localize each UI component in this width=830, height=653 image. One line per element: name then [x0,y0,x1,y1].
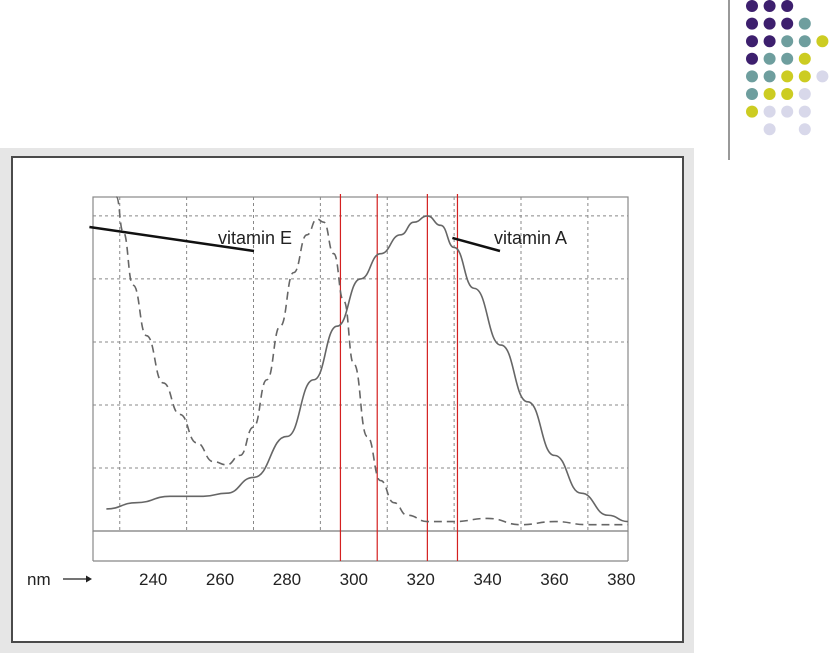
decorative-dot [746,0,758,12]
decorative-dot [763,70,776,83]
decorative-dot [763,35,776,48]
decorative-dot [798,52,811,65]
decorative-dot [781,35,794,48]
decorative-dot [798,17,811,30]
decorative-dot [763,88,776,100]
decorative-dot [746,88,758,100]
chart-frame [0,148,694,653]
x-tick-label: 240 [139,570,167,589]
annotation-leader-line [89,225,255,253]
labels: nm 240 260 280 300 320 340 360 380 vitamin E vita… [27,228,636,589]
grid [92,196,629,562]
decorative-dot [763,0,776,12]
x-tick-label: 280 [273,570,301,589]
decorative-dot [746,105,758,118]
x-tick-label: 340 [473,570,501,589]
decorative-dot [763,123,776,136]
series-lines [106,196,629,526]
decorative-dot [781,105,794,118]
decorative-dot [746,35,758,48]
decorative-dot [763,52,776,65]
decorative-dot [816,70,829,83]
x-tick-label: 320 [407,570,435,589]
vitamin-E-label: vitamin E [218,228,292,248]
annotation-leaders [89,225,501,253]
x-tick-label: 300 [340,570,368,589]
decorative-dot [798,88,811,100]
decorative-dot [798,35,811,48]
decorative-dot [746,70,758,83]
x-tick-label: 380 [607,570,635,589]
x-axis-unit-label: nm [27,570,51,589]
decorative-dot [781,88,794,100]
decorative-dot [763,105,776,118]
decorative-dot [746,52,758,65]
decorative-dot [746,17,758,30]
vitamin-E-curve [115,196,628,526]
arrow-icon [63,575,92,583]
decorative-dot [816,35,829,48]
vitamin-A-label: vitamin A [494,228,567,248]
decorative-dot [763,17,776,30]
x-tick-label: 360 [540,570,568,589]
vitamin-A-curve [106,215,629,523]
decorative-dot [798,105,811,118]
decorative-dot [781,52,794,65]
marker-lines [339,194,459,561]
chart-panel [11,156,684,643]
x-tick-label: 260 [206,570,234,589]
decorative-dot [781,0,794,12]
decorative-dot [798,70,811,83]
decorative-dot [798,123,811,136]
annotation-leader-line [452,236,501,253]
decorative-dot-grid [728,0,829,160]
decorative-dot [781,70,794,83]
decorative-dot [781,17,794,30]
